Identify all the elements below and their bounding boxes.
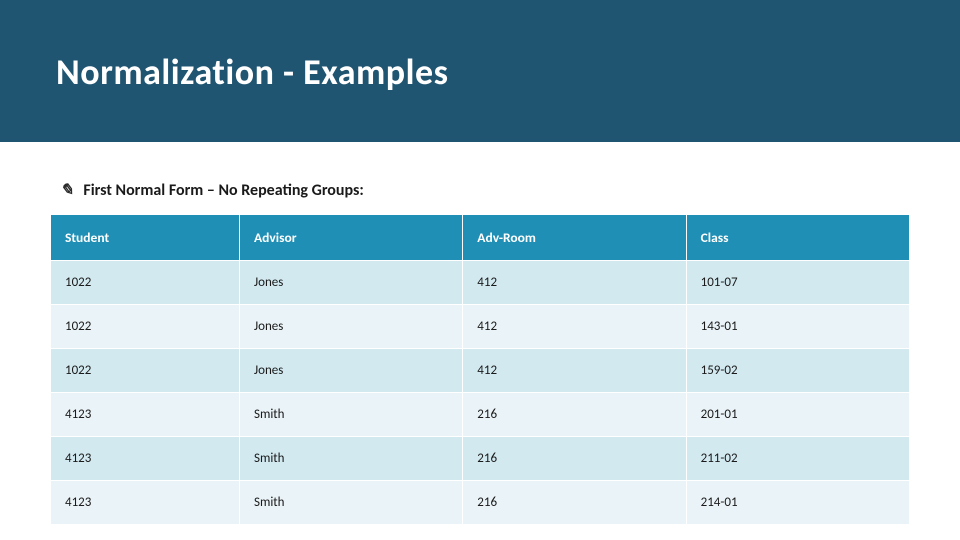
normalization-table: Student Advisor Adv-Room Class 1022 Jone… xyxy=(50,214,910,525)
subtitle-text: First Normal Form – No Repeating Groups: xyxy=(83,181,363,200)
table-row: 1022 Jones 412 101-07 xyxy=(51,261,910,305)
slide: Normalization - Examples ✎ First Normal … xyxy=(0,0,960,540)
table-row: 4123 Smith 216 214-01 xyxy=(51,481,910,525)
slide-title: Normalization - Examples xyxy=(56,50,448,94)
cell: 143-01 xyxy=(686,305,909,349)
col-header: Adv-Room xyxy=(463,215,686,261)
cell: 4123 xyxy=(51,481,240,525)
table-row: 1022 Jones 412 159-02 xyxy=(51,349,910,393)
cell: 1022 xyxy=(51,305,240,349)
col-header: Class xyxy=(686,215,909,261)
col-header: Student xyxy=(51,215,240,261)
content-area: ✎ First Normal Form – No Repeating Group… xyxy=(0,142,960,540)
table-row: 1022 Jones 412 143-01 xyxy=(51,305,910,349)
cell: Jones xyxy=(239,349,462,393)
cell: 4123 xyxy=(51,393,240,437)
cell: 216 xyxy=(463,437,686,481)
cell: 412 xyxy=(463,261,686,305)
bullet-icon: ✎ xyxy=(60,180,73,200)
cell: Jones xyxy=(239,261,462,305)
cell: 201-01 xyxy=(686,393,909,437)
cell: 211-02 xyxy=(686,437,909,481)
cell: 214-01 xyxy=(686,481,909,525)
table-header-row: Student Advisor Adv-Room Class xyxy=(51,215,910,261)
cell: Smith xyxy=(239,393,462,437)
cell: 412 xyxy=(463,349,686,393)
cell: 1022 xyxy=(51,261,240,305)
cell: 159-02 xyxy=(686,349,909,393)
subtitle-row: ✎ First Normal Form – No Repeating Group… xyxy=(60,180,364,200)
table-row: 4123 Smith 216 211-02 xyxy=(51,437,910,481)
cell: 1022 xyxy=(51,349,240,393)
col-header: Advisor xyxy=(239,215,462,261)
cell: Smith xyxy=(239,481,462,525)
cell: 4123 xyxy=(51,437,240,481)
cell: Jones xyxy=(239,305,462,349)
cell: Smith xyxy=(239,437,462,481)
table-row: 4123 Smith 216 201-01 xyxy=(51,393,910,437)
cell: 216 xyxy=(463,393,686,437)
cell: 216 xyxy=(463,481,686,525)
cell: 101-07 xyxy=(686,261,909,305)
cell: 412 xyxy=(463,305,686,349)
